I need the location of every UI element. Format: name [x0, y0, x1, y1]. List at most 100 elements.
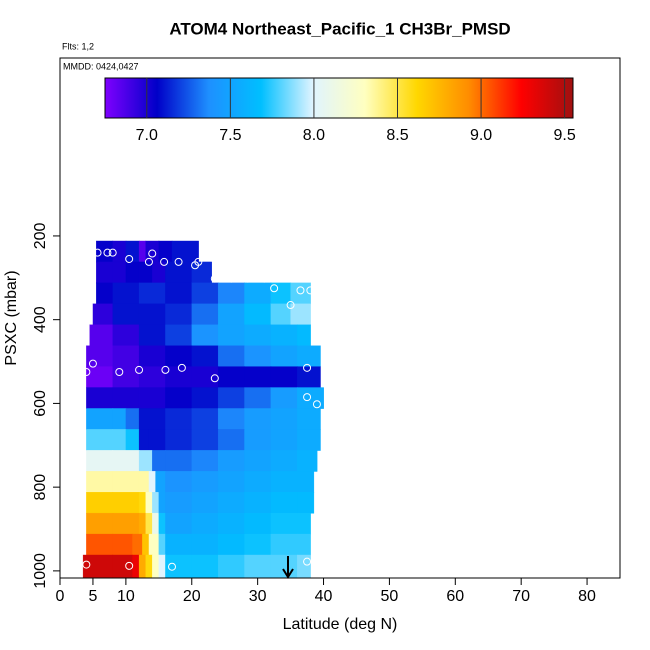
cell: [244, 366, 272, 388]
cell: [138, 408, 166, 430]
cell: [270, 366, 298, 388]
cell: [270, 554, 298, 578]
cell: [86, 492, 114, 514]
cell: [165, 429, 193, 451]
cell: [217, 366, 245, 388]
chart-title: ATOM4 Northeast_Pacific_1 CH3Br_PMSD: [169, 19, 510, 38]
cell: [191, 408, 219, 430]
sample-point: [93, 248, 102, 257]
cell: [270, 408, 298, 430]
cell: [138, 324, 166, 347]
cell: [244, 450, 272, 472]
sample-point: [125, 254, 134, 263]
cell: [148, 533, 160, 556]
cell: [217, 387, 245, 409]
sample-point: [148, 249, 157, 258]
sample-point: [135, 365, 144, 374]
cell: [217, 429, 245, 451]
cell: [165, 492, 193, 514]
x-axis-label: Latitude (deg N): [283, 616, 398, 633]
sample-point: [270, 284, 279, 293]
cell: [191, 533, 219, 556]
cell: [138, 554, 147, 578]
sample-point: [303, 363, 312, 372]
cell: [112, 303, 140, 326]
cell: [270, 533, 298, 556]
cell: [270, 471, 298, 493]
cell: [217, 471, 245, 493]
sample-point: [260, 274, 269, 283]
cell: [89, 324, 114, 347]
cell: [297, 408, 321, 430]
cell: [244, 554, 272, 578]
cell: [152, 554, 160, 578]
arrow: [282, 556, 294, 579]
sample-point: [177, 363, 186, 372]
cell: [165, 554, 193, 578]
cell: [86, 366, 114, 388]
cell: [217, 345, 245, 368]
cell: [297, 324, 311, 347]
cell: [191, 471, 219, 493]
sample-point: [210, 274, 219, 283]
colorbar-tick-label: 7.5: [219, 127, 241, 144]
colorbar: [104, 77, 574, 119]
cell: [158, 533, 166, 556]
cell: [191, 261, 212, 284]
cell: [112, 345, 140, 368]
cell: [191, 512, 219, 535]
cell: [112, 387, 140, 409]
cell: [217, 324, 245, 347]
cell: [297, 345, 321, 368]
cell: [138, 387, 166, 409]
cell: [145, 492, 153, 514]
cell: [165, 471, 193, 493]
cell: [158, 492, 166, 514]
cell: [244, 345, 272, 368]
cell: [165, 450, 193, 472]
sample-point: [303, 557, 312, 566]
cell: [158, 554, 166, 578]
cell: [244, 324, 272, 347]
cell: [191, 450, 219, 472]
cell: [165, 387, 193, 409]
sample-point: [306, 286, 315, 295]
cell: [270, 282, 292, 305]
cell: [138, 303, 166, 326]
cell: [155, 471, 166, 493]
cell: [152, 512, 160, 535]
cell: [191, 429, 219, 451]
y-tick-label: 400: [32, 306, 49, 333]
cell: [112, 282, 140, 305]
cell: [297, 492, 315, 514]
sample-point: [168, 562, 176, 571]
cell: [217, 554, 245, 578]
x-tick-label: 70: [512, 588, 530, 605]
cell: [270, 429, 298, 451]
cell: [244, 408, 272, 430]
cell: [142, 533, 150, 556]
sample-point: [227, 274, 236, 283]
cell: [138, 492, 147, 514]
cell: [112, 240, 127, 263]
cell: [152, 492, 160, 514]
sample-point: [243, 274, 252, 283]
cell: [148, 429, 166, 451]
x-tick-label: 50: [381, 588, 399, 605]
cell: [138, 512, 147, 535]
sample-point: [144, 257, 153, 266]
cell: [86, 512, 114, 535]
x-tick-label: 40: [315, 588, 333, 605]
cell: [145, 554, 153, 578]
cell: [244, 471, 272, 493]
cell: [96, 282, 114, 305]
cell: [112, 324, 140, 347]
cell: [297, 533, 311, 556]
sample-point: [103, 248, 112, 257]
cell: [270, 492, 298, 514]
cell: [112, 554, 133, 578]
cell: [125, 429, 140, 451]
cell: [112, 261, 127, 284]
cell: [297, 450, 318, 472]
